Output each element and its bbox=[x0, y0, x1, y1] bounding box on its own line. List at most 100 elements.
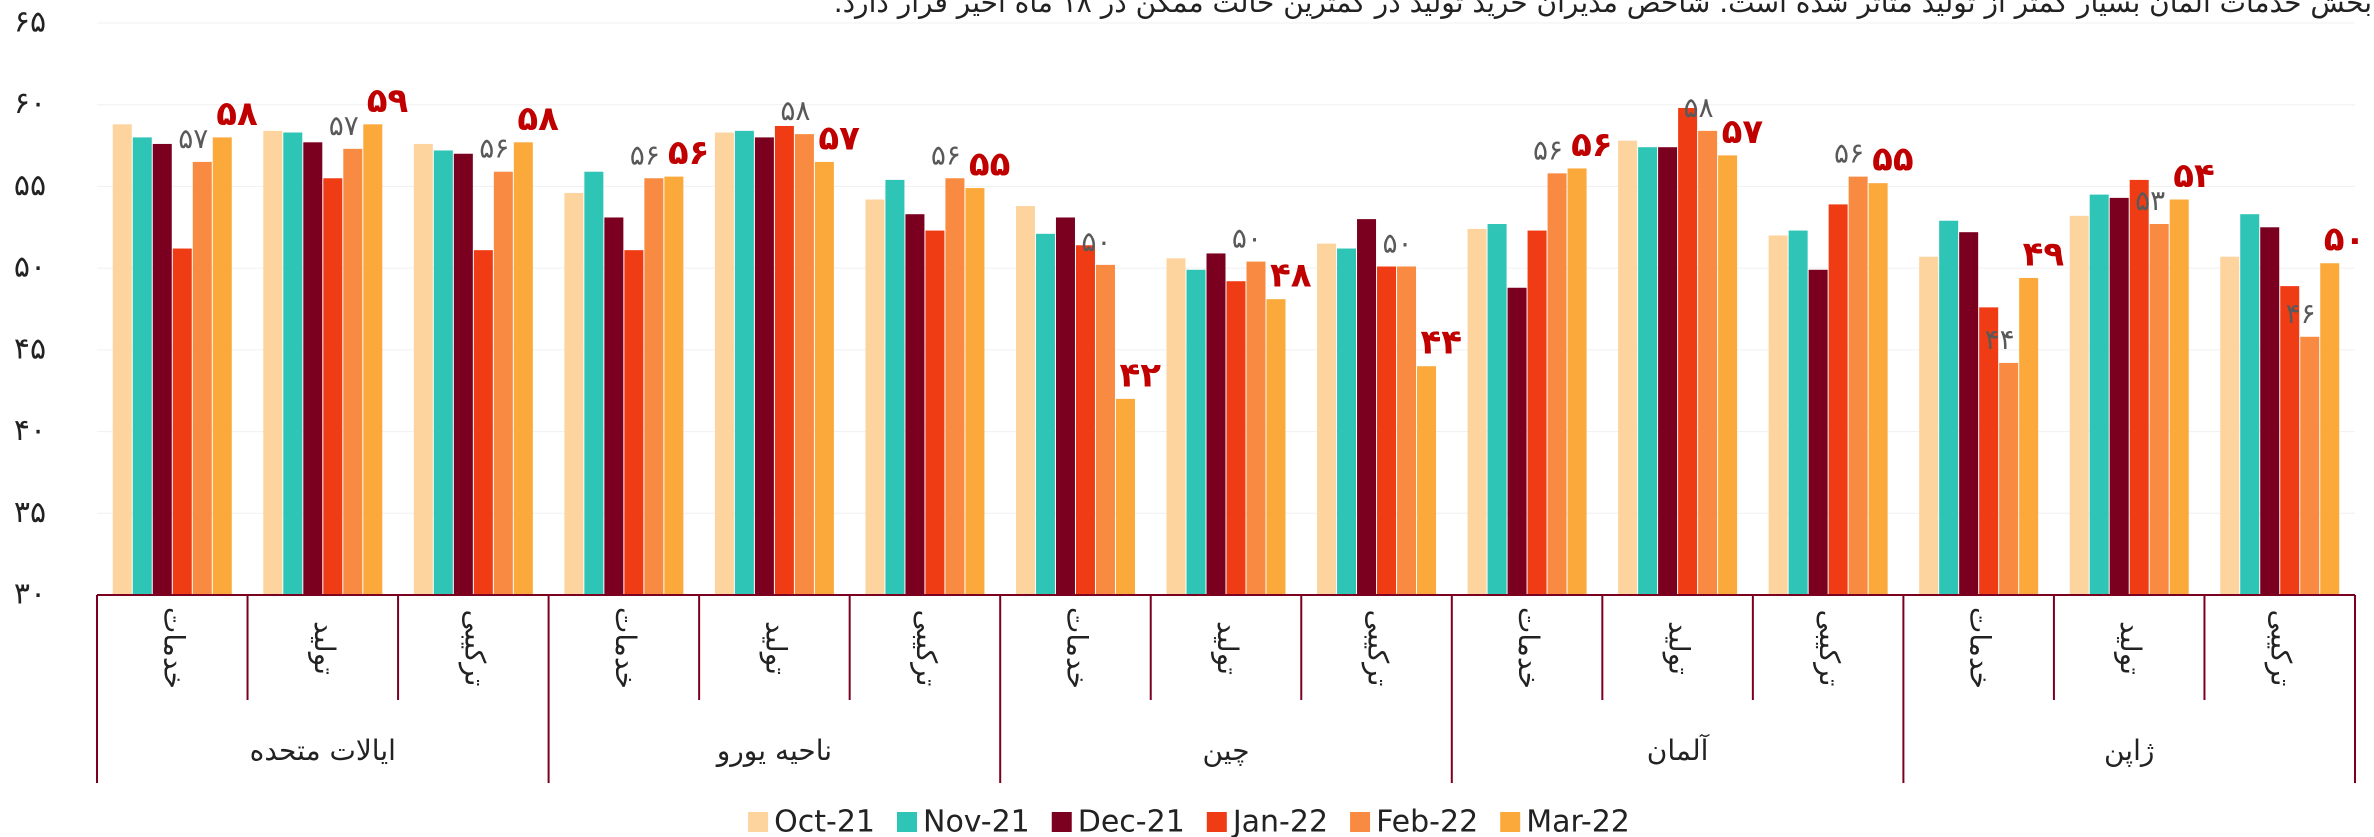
data-label: ۵۸ bbox=[517, 99, 559, 139]
legend-label: Feb-22 bbox=[1376, 805, 1478, 837]
bar bbox=[132, 137, 152, 595]
x-tick-label: ترکیبی bbox=[458, 610, 491, 687]
bar bbox=[1999, 362, 2019, 595]
bar bbox=[263, 130, 283, 595]
x-tick-label: تولید bbox=[2114, 621, 2147, 675]
bar bbox=[794, 134, 814, 596]
x-tick-label: خدمات bbox=[1964, 607, 1997, 689]
bar bbox=[1698, 130, 1718, 595]
bar bbox=[1166, 258, 1186, 595]
bar bbox=[1075, 245, 1095, 595]
group-label: چین bbox=[1202, 734, 1249, 767]
group-label: ناحیه یورو bbox=[715, 734, 832, 767]
bar bbox=[774, 125, 794, 596]
legend-swatch bbox=[1051, 812, 1072, 832]
data-label: ۵۹ bbox=[367, 81, 409, 121]
data-label: ۵۶ bbox=[1834, 137, 1864, 170]
bar bbox=[1768, 235, 1788, 595]
y-tick-label: ۳۰ bbox=[14, 577, 46, 612]
bar bbox=[2069, 215, 2089, 596]
legend-label: Mar-22 bbox=[1526, 805, 1630, 837]
bar bbox=[1547, 173, 1567, 595]
bar bbox=[754, 137, 774, 595]
bar bbox=[865, 199, 885, 595]
bar bbox=[2149, 224, 2169, 595]
bar bbox=[1618, 140, 1638, 595]
bar bbox=[624, 250, 644, 595]
bar bbox=[714, 132, 734, 596]
data-label: ۵۶ bbox=[668, 133, 710, 173]
y-tick-label: ۶۰ bbox=[14, 86, 46, 121]
data-label: ۵۷ bbox=[818, 118, 860, 158]
bar bbox=[1919, 256, 1939, 595]
bar bbox=[905, 214, 925, 595]
data-label: ۵۰ bbox=[2324, 220, 2366, 260]
x-tick-label: خدمات bbox=[1512, 607, 1545, 689]
bar bbox=[473, 250, 493, 595]
legend-swatch bbox=[748, 812, 769, 832]
bar bbox=[2019, 277, 2039, 595]
bar bbox=[1718, 155, 1738, 595]
bar bbox=[2240, 214, 2260, 595]
bar bbox=[814, 161, 834, 595]
data-label: ۵۷ bbox=[178, 122, 208, 155]
data-label: ۵۶ bbox=[931, 138, 961, 171]
bar bbox=[2129, 179, 2149, 596]
data-label: ۵۰ bbox=[1382, 227, 1412, 260]
bar bbox=[453, 153, 473, 595]
bar bbox=[1487, 224, 1507, 595]
bar bbox=[1868, 183, 1888, 595]
data-label: ۵۶ bbox=[630, 138, 660, 171]
y-tick-label: ۴۵ bbox=[14, 331, 46, 366]
bar bbox=[1186, 269, 1206, 595]
data-label: ۵۸ bbox=[216, 94, 258, 134]
bar bbox=[1658, 147, 1678, 595]
bar bbox=[2260, 227, 2280, 596]
bar bbox=[1317, 243, 1337, 595]
data-label: ۵۵ bbox=[1872, 140, 1914, 180]
x-tick-label: تولید bbox=[759, 621, 792, 675]
bar bbox=[1678, 107, 1698, 596]
data-label: ۵۳ bbox=[2135, 184, 2165, 217]
legend-label: Oct-21 bbox=[774, 805, 875, 837]
bar bbox=[1226, 281, 1246, 595]
group-label: ایالات متحده bbox=[250, 734, 396, 767]
data-label: ۴۲ bbox=[1119, 355, 1161, 395]
y-tick-label: ۵۰ bbox=[14, 250, 46, 285]
group-label: آلمان bbox=[1647, 734, 1710, 767]
bar bbox=[925, 230, 945, 595]
x-tick-label: خدمات bbox=[157, 607, 190, 689]
bar bbox=[1035, 233, 1055, 595]
bar bbox=[1808, 269, 1828, 595]
y-tick-label: ۴۰ bbox=[14, 413, 46, 448]
bar bbox=[2109, 197, 2129, 595]
data-label: ۵۷ bbox=[329, 109, 359, 142]
data-label: ۴۸ bbox=[1270, 256, 1312, 296]
bar bbox=[493, 171, 513, 595]
bar bbox=[2280, 286, 2300, 595]
bar bbox=[1266, 299, 1286, 595]
legend-label: Nov-21 bbox=[923, 805, 1030, 837]
data-label: ۴۴ bbox=[1985, 323, 2015, 356]
bar bbox=[584, 171, 604, 595]
bar bbox=[1397, 266, 1417, 595]
bar bbox=[1357, 219, 1377, 595]
data-label: ۵۰ bbox=[1081, 225, 1111, 258]
bar bbox=[1095, 264, 1115, 595]
data-label: ۵۵ bbox=[969, 145, 1011, 185]
x-tick-label: خدمات bbox=[1060, 607, 1093, 689]
bar bbox=[192, 161, 212, 595]
bar bbox=[1828, 204, 1848, 596]
data-label: ۴۴ bbox=[1421, 323, 1463, 363]
bar bbox=[1507, 287, 1527, 595]
bar bbox=[1979, 307, 1999, 595]
data-label: ۵۸ bbox=[1684, 91, 1714, 124]
bar bbox=[1115, 398, 1135, 595]
bar bbox=[1939, 220, 1959, 595]
bar bbox=[1638, 147, 1658, 595]
data-label: ۵۶ bbox=[479, 132, 509, 165]
bar bbox=[413, 143, 433, 596]
bar bbox=[965, 188, 985, 595]
bar bbox=[2169, 199, 2189, 595]
